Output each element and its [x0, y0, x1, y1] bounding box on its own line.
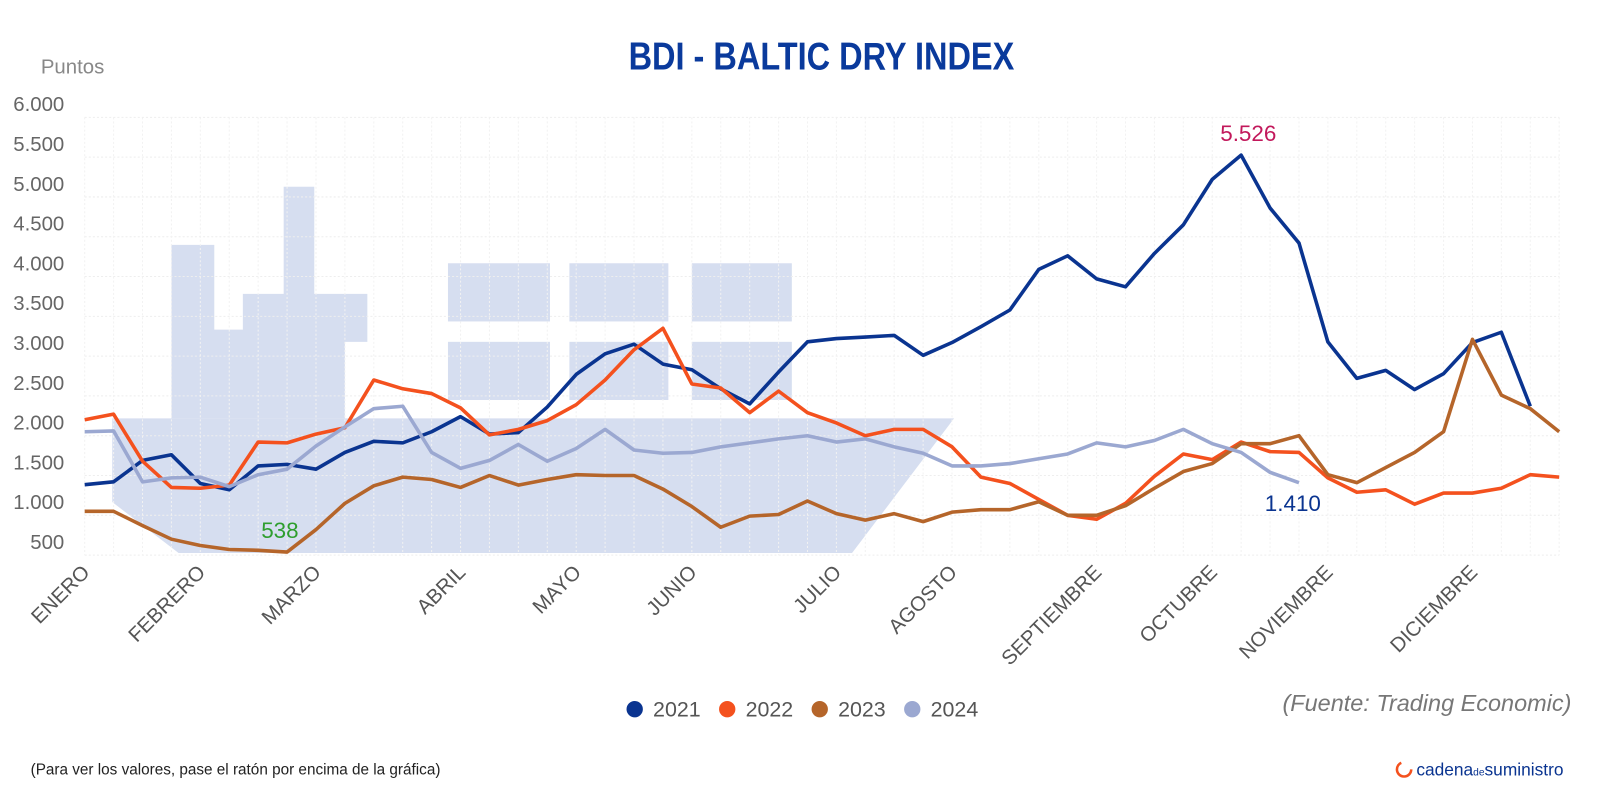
legend-marker	[811, 701, 828, 718]
brand-part: suministro	[1485, 760, 1564, 780]
legend-label: 2022	[746, 697, 794, 721]
data-label: 1.410	[1265, 491, 1321, 516]
x-tick-label: SEPTIEMBRE	[998, 561, 1106, 669]
brand-part: de	[1473, 768, 1485, 779]
x-tick-label: JULIO	[790, 561, 846, 617]
x-tick-label: JUNIO	[643, 561, 702, 620]
x-tick-label: OCTUBRE	[1136, 561, 1222, 647]
legend-marker	[904, 701, 921, 718]
legend-label: 2021	[653, 697, 701, 721]
x-tick-label: ABRIL	[413, 561, 470, 618]
source: (Fuente: Trading Economic)	[1282, 690, 1571, 716]
y-tick-label: 500	[30, 532, 64, 554]
x-tick-label: MAYO	[529, 561, 586, 618]
chart-title: BDI - BALTIC DRY INDEX	[629, 35, 1015, 78]
y-tick-label: 3.500	[13, 293, 64, 315]
logo-icon	[1395, 760, 1413, 778]
legend-label: 2024	[931, 697, 979, 721]
y-tick-label: 5.500	[13, 134, 64, 156]
series-line	[84, 337, 1561, 554]
y-tick-label: 1.500	[13, 452, 64, 474]
container	[447, 263, 550, 322]
y-axis-label: Puntos	[41, 56, 104, 78]
y-tick-label: 4.500	[13, 214, 64, 236]
x-tick-label: AGOSTO	[885, 561, 962, 638]
legend: 2021 2022 2023 2024	[626, 697, 979, 721]
brand-logo: cadenadesuministro	[1395, 760, 1563, 780]
legend-label: 2023	[838, 697, 886, 721]
legend-marker	[719, 701, 736, 718]
x-tick-label: ENERO	[28, 561, 95, 628]
data-label: 5.526	[1220, 121, 1276, 146]
note: (Para ver los valores, pase el ratón por…	[31, 761, 441, 778]
brand-part: cadena	[1416, 760, 1473, 780]
x-tick-label: MARZO	[258, 561, 326, 629]
y-tick-label: 1.000	[13, 492, 64, 514]
series-line	[84, 404, 1300, 489]
ship-background	[112, 186, 955, 554]
x-tick-label: FEBRERO	[125, 561, 210, 646]
y-tick-label: 3.000	[13, 333, 64, 355]
series-line	[84, 153, 1532, 492]
x-tick-label: DICIEMBRE	[1386, 561, 1482, 657]
series-line	[84, 326, 1560, 522]
y-tick-label: 5.000	[13, 174, 64, 196]
y-tick-label: 2.000	[13, 413, 64, 435]
container	[447, 341, 550, 400]
y-tick-label: 4.000	[13, 253, 64, 275]
ship-bridge	[171, 186, 368, 419]
brand-text: cadenadesuministro	[1416, 760, 1563, 780]
container	[569, 341, 669, 400]
y-tick-label: 2.500	[13, 373, 64, 395]
container	[691, 341, 792, 400]
y-tick-label: 6.000	[13, 94, 64, 116]
data-label: 538	[261, 518, 298, 543]
x-tick-label: NOVIEMBRE	[1235, 561, 1337, 663]
container	[569, 263, 669, 322]
container	[691, 263, 792, 322]
legend-marker	[626, 701, 643, 718]
